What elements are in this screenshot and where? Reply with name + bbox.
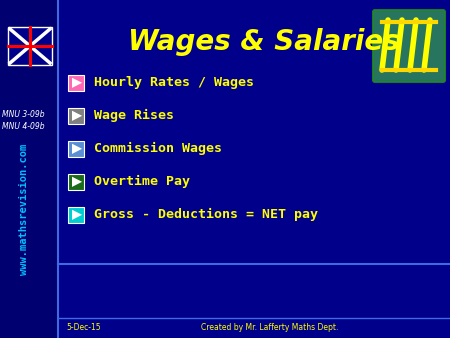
Bar <box>0 0 58 338</box>
Polygon shape <box>72 210 82 220</box>
Text: Hourly Rates / Wages: Hourly Rates / Wages <box>94 76 254 89</box>
Text: MNU 3-09b: MNU 3-09b <box>2 110 45 119</box>
Text: www.mathsrevision.com: www.mathsrevision.com <box>19 144 29 275</box>
Text: Wages & Salaries: Wages & Salaries <box>128 28 400 56</box>
Polygon shape <box>72 78 82 88</box>
Polygon shape <box>72 144 82 154</box>
Text: Gross - Deductions = NET pay: Gross - Deductions = NET pay <box>94 208 318 221</box>
Bar <box>68 174 84 190</box>
Text: 5-Dec-15: 5-Dec-15 <box>66 323 101 333</box>
Bar <box>68 75 84 91</box>
FancyBboxPatch shape <box>373 10 445 82</box>
Bar <box>68 207 84 223</box>
Text: Commission Wages: Commission Wages <box>94 142 222 155</box>
Bar <box>8 27 52 65</box>
Bar <box>68 141 84 157</box>
Polygon shape <box>72 111 82 121</box>
Text: Created by Mr. Lafferty Maths Dept.: Created by Mr. Lafferty Maths Dept. <box>201 323 339 333</box>
Text: MNU 4-09b: MNU 4-09b <box>2 122 45 131</box>
Text: Overtime Pay: Overtime Pay <box>94 175 190 188</box>
Polygon shape <box>72 177 82 187</box>
Bar <box>68 108 84 124</box>
Text: Wage Rises: Wage Rises <box>94 109 174 122</box>
